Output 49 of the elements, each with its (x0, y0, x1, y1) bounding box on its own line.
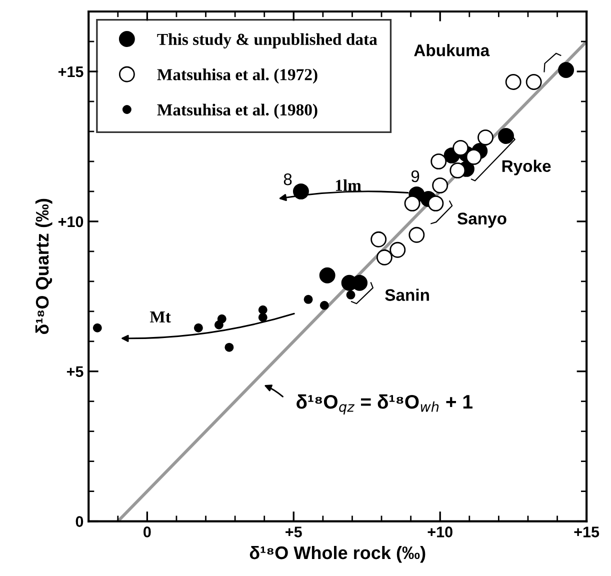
point (319, 267, 336, 284)
x-tick-label: 0 (144, 526, 151, 538)
x-tick-label: +10 (428, 526, 452, 538)
y-tick-label: +15 (58, 66, 84, 78)
point (304, 294, 313, 304)
x-tick-label: +5 (286, 526, 302, 538)
point (320, 300, 329, 310)
annotation: 8 (284, 173, 292, 186)
annotation: 9 (411, 170, 420, 182)
point (376, 249, 392, 266)
point (224, 342, 234, 352)
y-axis-title: δ¹⁸O Quartz (‰) (35, 198, 52, 334)
legend-label: Matsuhisa et al. (1972) (157, 68, 318, 84)
point (428, 195, 444, 212)
annotation: 1lm (336, 179, 362, 191)
annotation: Mt (150, 311, 171, 323)
point (450, 162, 466, 178)
point (505, 74, 522, 90)
point (390, 242, 406, 258)
point (430, 153, 447, 170)
point (498, 128, 514, 144)
annotation: Ryoke (502, 160, 551, 176)
annotation: Sanyo (457, 212, 506, 228)
y-tick-label: 0 (76, 516, 84, 527)
point (370, 231, 387, 248)
point (346, 290, 356, 300)
point (217, 314, 226, 324)
point (92, 323, 102, 332)
point (404, 195, 420, 212)
y-tick-label: +10 (58, 216, 84, 228)
point (258, 305, 268, 314)
legend-label: Matsuhisa et al. (1980) (157, 104, 318, 119)
x-axis-title: δ¹⁸O Whole rock (‰) (250, 546, 426, 563)
point (194, 323, 203, 332)
annotation: δ¹⁸O$_{qz}$ = δ¹⁸O$_{wh}$ + 1 (296, 394, 472, 415)
legend-label: This study & unpublished data (157, 33, 378, 48)
point (292, 183, 309, 200)
point (466, 148, 482, 165)
annotation: Sanin (385, 288, 429, 301)
point (558, 62, 574, 78)
point (452, 140, 469, 156)
point (258, 312, 268, 322)
annotation: Abukuma (414, 44, 490, 56)
point (432, 177, 448, 194)
point (408, 226, 425, 243)
x-tick-label: +15 (574, 526, 600, 538)
y-tick-label: +5 (66, 366, 84, 378)
point (526, 74, 542, 90)
point (478, 129, 494, 146)
